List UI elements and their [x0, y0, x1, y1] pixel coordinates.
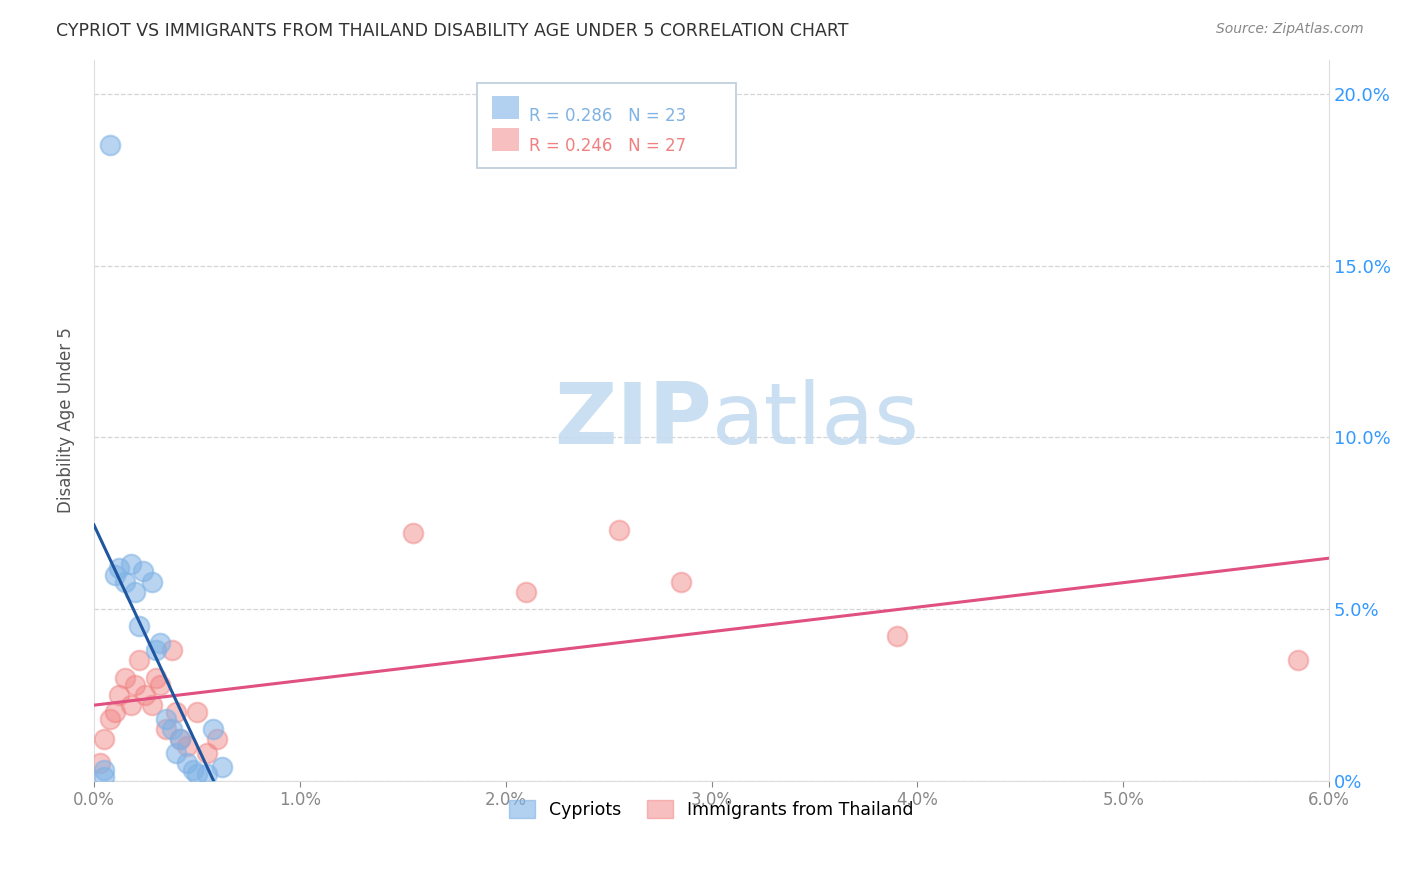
- Point: [607, 523, 630, 537]
- Text: ZIP: ZIP: [554, 378, 711, 462]
- Point: [176, 739, 198, 754]
- Point: [165, 746, 187, 760]
- Point: [134, 688, 156, 702]
- FancyBboxPatch shape: [477, 83, 737, 168]
- Point: [515, 584, 537, 599]
- Point: [141, 698, 163, 712]
- Point: [107, 561, 129, 575]
- Point: [402, 526, 425, 541]
- Point: [1286, 653, 1309, 667]
- Point: [169, 732, 191, 747]
- Point: [128, 619, 150, 633]
- Point: [207, 732, 229, 747]
- Point: [186, 766, 208, 780]
- Point: [149, 677, 172, 691]
- Point: [93, 732, 115, 747]
- Point: [211, 760, 233, 774]
- Point: [120, 698, 142, 712]
- Point: [160, 722, 183, 736]
- Y-axis label: Disability Age Under 5: Disability Age Under 5: [58, 327, 75, 513]
- Point: [103, 705, 125, 719]
- Point: [120, 558, 142, 572]
- Point: [155, 722, 177, 736]
- Point: [114, 671, 136, 685]
- Point: [132, 564, 155, 578]
- Point: [141, 574, 163, 589]
- Point: [155, 712, 177, 726]
- Point: [93, 770, 115, 784]
- Point: [186, 705, 208, 719]
- Point: [103, 567, 125, 582]
- Point: [124, 677, 146, 691]
- Legend: Cypriots, Immigrants from Thailand: Cypriots, Immigrants from Thailand: [502, 793, 921, 826]
- Point: [100, 138, 122, 153]
- Point: [124, 584, 146, 599]
- Point: [145, 671, 167, 685]
- Point: [165, 705, 187, 719]
- Point: [669, 574, 692, 589]
- Bar: [492, 128, 519, 151]
- Point: [89, 756, 111, 771]
- Point: [181, 764, 204, 778]
- Text: R = 0.286   N = 23: R = 0.286 N = 23: [529, 107, 686, 125]
- Point: [128, 653, 150, 667]
- Text: R = 0.246   N = 27: R = 0.246 N = 27: [529, 137, 686, 155]
- Point: [195, 746, 218, 760]
- Point: [176, 756, 198, 771]
- Text: CYPRIOT VS IMMIGRANTS FROM THAILAND DISABILITY AGE UNDER 5 CORRELATION CHART: CYPRIOT VS IMMIGRANTS FROM THAILAND DISA…: [56, 22, 849, 40]
- Point: [107, 688, 129, 702]
- Point: [160, 643, 183, 657]
- Point: [886, 629, 908, 643]
- Point: [145, 643, 167, 657]
- Point: [202, 722, 225, 736]
- Point: [93, 764, 115, 778]
- Point: [169, 732, 191, 747]
- Point: [149, 636, 172, 650]
- Point: [114, 574, 136, 589]
- Point: [100, 712, 122, 726]
- Text: atlas: atlas: [711, 378, 920, 462]
- Text: Source: ZipAtlas.com: Source: ZipAtlas.com: [1216, 22, 1364, 37]
- Bar: [492, 95, 519, 119]
- Point: [195, 766, 218, 780]
